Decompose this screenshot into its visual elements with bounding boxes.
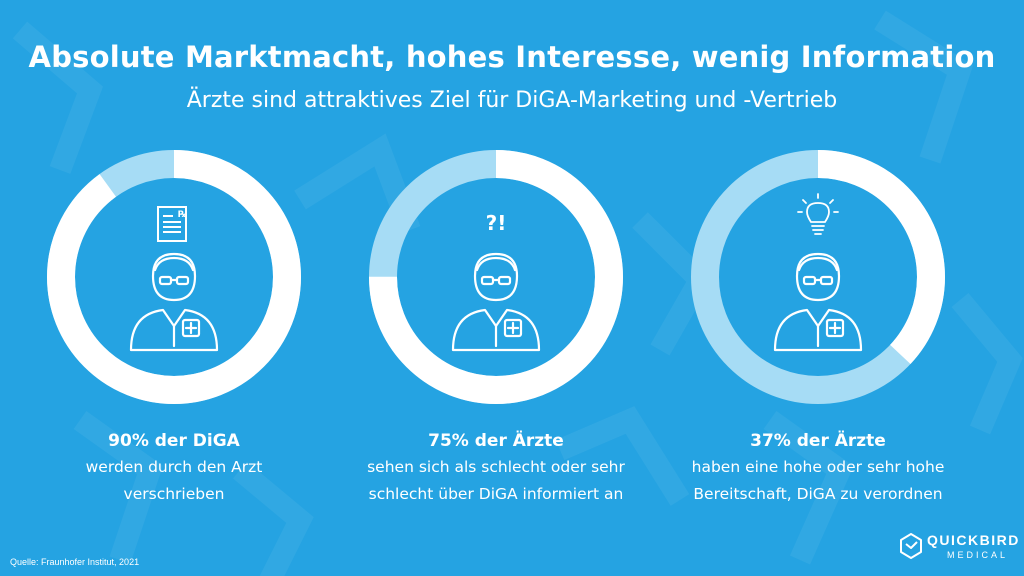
doctor-icon xyxy=(451,252,541,352)
logo-wordmark: QUICKBIRD xyxy=(927,532,1020,548)
quickbird-logo: QUICKBIRD MEDICAL xyxy=(899,530,1018,566)
svg-text:℞: ℞ xyxy=(178,210,186,220)
quickbird-logo-icon xyxy=(900,533,922,559)
donut-value-arc xyxy=(691,150,945,404)
stat-block-3: 37% der Ärzte haben eine hohe oder sehr … xyxy=(668,428,968,508)
stat-line: werden durch den Arzt xyxy=(85,458,263,476)
donut-chart-1: ℞ xyxy=(47,150,301,404)
stat-block-1: 90% der DiGA werden durch den Arzt versc… xyxy=(24,428,324,508)
page-title: Absolute Marktmacht, hohes Interesse, we… xyxy=(28,40,996,74)
lightbulb-icon xyxy=(797,193,839,235)
stat-line: schlecht über DiGA informiert an xyxy=(368,485,624,503)
donut-chart-3 xyxy=(691,150,945,404)
doctor-icon xyxy=(773,252,863,352)
prescription-document-icon: ℞ xyxy=(157,206,187,242)
stat-line: Bereitschaft, DiGA zu verordnen xyxy=(693,485,943,503)
donut-chart-2: ?! xyxy=(369,150,623,404)
stat-heading: 37% der Ärzte xyxy=(750,431,886,451)
stat-heading: 75% der Ärzte xyxy=(428,431,564,451)
source-note: Quelle: Fraunhofer Institut, 2021 xyxy=(10,557,140,567)
stat-line: sehen sich als schlecht oder sehr xyxy=(367,458,625,476)
page-subtitle: Ärzte sind attraktives Ziel für DiGA-Mar… xyxy=(186,88,838,113)
question-exclamation-icon: ?! xyxy=(486,211,507,235)
stat-heading: 90% der DiGA xyxy=(108,431,240,451)
logo-subline: MEDICAL xyxy=(947,550,1009,560)
donut-value-arc xyxy=(369,150,623,404)
stat-line: haben eine hohe oder sehr hohe xyxy=(691,458,945,476)
doctor-icon xyxy=(129,252,219,352)
stat-line: verschrieben xyxy=(123,485,225,503)
stat-block-2: 75% der Ärzte sehen sich als schlecht od… xyxy=(346,428,646,508)
donut-value-arc xyxy=(47,150,301,404)
